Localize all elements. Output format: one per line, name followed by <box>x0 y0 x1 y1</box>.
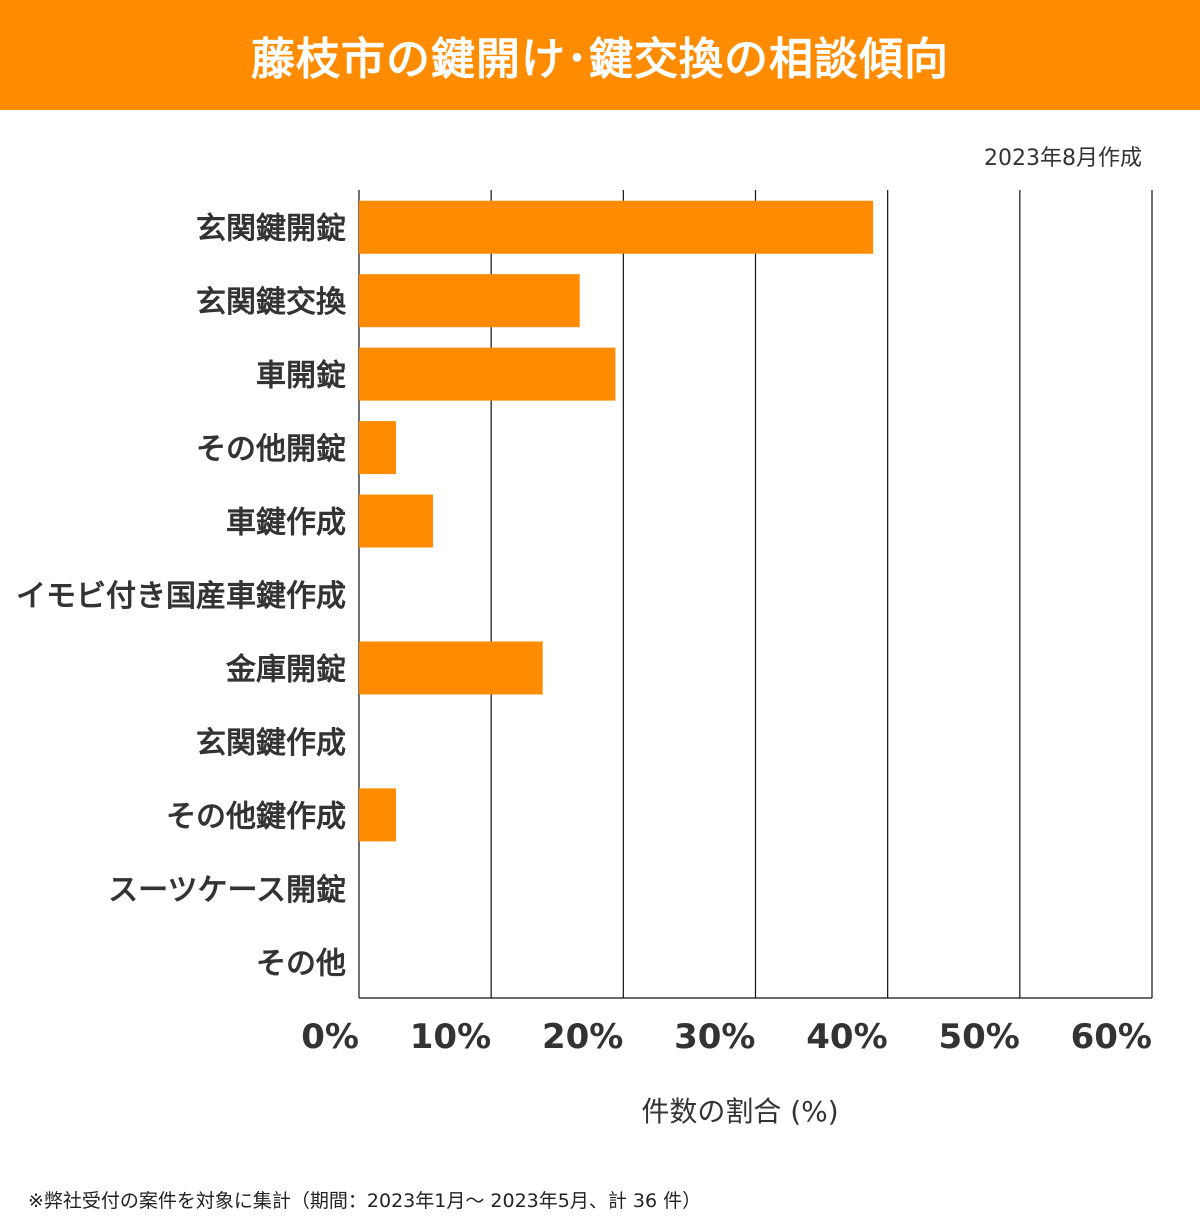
chart-title: 藤枝市の鍵開け･鍵交換の相談傾向 <box>251 34 949 85</box>
creation-date: 2023年8月作成 <box>984 146 1142 171</box>
category-label: 車開錠 <box>256 359 346 394</box>
title-banner: 藤枝市の鍵開け･鍵交換の相談傾向 <box>0 0 1200 110</box>
category-label: スーツケース開錠 <box>108 873 346 908</box>
category-label: 車鍵作成 <box>226 506 346 541</box>
category-label: その他鍵作成 <box>166 799 346 834</box>
category-label: その他 <box>256 946 346 981</box>
x-tick-label: 30% <box>674 1017 755 1057</box>
category-label: 玄関鍵開錠 <box>196 212 346 247</box>
x-tick-label: 0% <box>301 1017 359 1057</box>
category-label: イモビ付き国産車鍵作成 <box>16 579 346 614</box>
footnote: ※弊社受付の案件を対象に集計（期間：2023年1月～ 2023年5月、計 36 … <box>28 1190 702 1212</box>
category-label: 玄関鍵交換 <box>196 285 347 320</box>
category-label: その他開錠 <box>196 432 346 467</box>
x-tick-label: 20% <box>542 1017 623 1057</box>
bar <box>359 421 397 475</box>
bar <box>359 347 616 401</box>
bar <box>359 274 580 328</box>
bar <box>359 200 874 254</box>
x-tick-label: 40% <box>806 1017 887 1057</box>
x-tick-label: 10% <box>410 1017 491 1057</box>
x-tick-label: 50% <box>938 1017 1019 1057</box>
bar <box>359 788 397 842</box>
category-label: 玄関鍵作成 <box>196 726 346 761</box>
x-tick-label: 60% <box>1071 1017 1152 1057</box>
bar <box>359 641 543 695</box>
bar <box>359 494 434 548</box>
category-label: 金庫開錠 <box>225 652 346 687</box>
x-axis-label: 件数の割合 (%) <box>641 1095 839 1128</box>
